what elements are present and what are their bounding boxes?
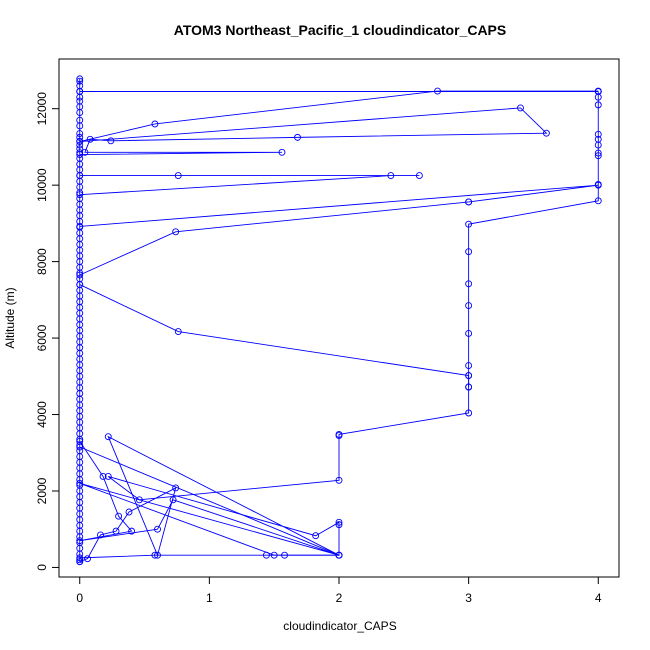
data-point	[465, 409, 473, 417]
data-point	[594, 181, 602, 189]
data-point	[76, 75, 84, 83]
data-point	[465, 198, 473, 206]
data-point	[76, 556, 84, 564]
x-tick-label: 2	[336, 591, 343, 605]
data-point	[76, 77, 84, 85]
data-point	[104, 473, 112, 480]
data-point	[387, 172, 395, 180]
data-point	[76, 137, 84, 145]
data-point	[465, 362, 473, 370]
data-point	[335, 521, 343, 529]
y-tick-label: 10000	[35, 168, 49, 202]
series-column	[76, 75, 84, 566]
series-line	[79, 91, 599, 563]
data-point	[115, 512, 123, 520]
series-line	[79, 90, 599, 156]
data-point	[76, 141, 84, 149]
series-5	[76, 87, 602, 159]
series-layer	[76, 75, 602, 566]
x-tick-label: 0	[76, 591, 83, 605]
data-point	[174, 328, 182, 336]
data-point	[294, 133, 301, 141]
data-point	[594, 101, 602, 109]
data-point	[151, 120, 159, 128]
y-tick-label: 12000	[35, 92, 49, 126]
data-point	[84, 555, 91, 563]
data-point	[154, 525, 161, 533]
y-tick-label: 0	[35, 564, 49, 571]
data-point	[594, 130, 602, 138]
data-point	[81, 148, 89, 156]
data-point	[128, 527, 136, 535]
data-point	[594, 149, 602, 157]
data-point	[172, 228, 180, 236]
data-point	[76, 558, 84, 566]
data-point	[76, 93, 84, 101]
data-point	[107, 137, 115, 145]
series-line	[79, 175, 420, 196]
data-point	[86, 135, 94, 143]
data-point	[151, 551, 159, 559]
y-tick-label: 6000	[35, 324, 49, 351]
data-point	[135, 496, 143, 504]
x-tick-label: 3	[465, 591, 472, 605]
data-point	[465, 280, 473, 288]
data-point	[76, 133, 84, 141]
data-point	[594, 152, 602, 160]
data-point	[517, 104, 524, 112]
series-line	[79, 201, 469, 276]
data-point	[335, 430, 343, 438]
data-point	[465, 383, 473, 391]
data-point	[278, 148, 286, 156]
y-tick-label: 2000	[35, 477, 49, 504]
data-point	[76, 130, 84, 137]
y-tick-label: 8000	[35, 248, 49, 275]
data-point	[335, 518, 343, 526]
y-axis-label: Altitude (m)	[3, 287, 17, 348]
data-point	[99, 473, 107, 480]
series-line	[79, 184, 599, 227]
data-point	[465, 330, 473, 337]
data-point	[76, 145, 84, 153]
data-point	[594, 88, 602, 95]
data-point	[465, 372, 473, 379]
data-point	[465, 302, 473, 310]
data-point	[125, 508, 133, 516]
data-point	[465, 220, 473, 228]
x-tick-label: 4	[595, 591, 602, 605]
data-point	[76, 122, 84, 130]
x-tick-label: 1	[206, 591, 213, 605]
data-point	[594, 197, 602, 205]
data-point	[270, 551, 278, 559]
x-axis: 0 1 2 3 4	[76, 576, 602, 605]
data-point	[465, 248, 473, 256]
data-point	[312, 532, 320, 540]
data-point	[174, 172, 182, 180]
chart-title: ATOM3 Northeast_Pacific_1 cloudindicator…	[174, 22, 506, 38]
y-axis: 0 2000 4000 6000 8000 10000 12000	[35, 92, 60, 571]
data-point	[335, 476, 343, 484]
x-axis-label: cloudindicator_CAPS	[283, 619, 396, 633]
data-point	[104, 433, 112, 441]
data-point	[169, 496, 177, 504]
series-line	[79, 441, 340, 556]
data-point	[542, 129, 550, 137]
data-point	[76, 109, 84, 116]
y-tick-label: 4000	[35, 401, 49, 428]
data-point	[594, 135, 602, 143]
data-point	[335, 551, 343, 559]
series-line	[79, 284, 470, 388]
data-point	[415, 172, 423, 180]
